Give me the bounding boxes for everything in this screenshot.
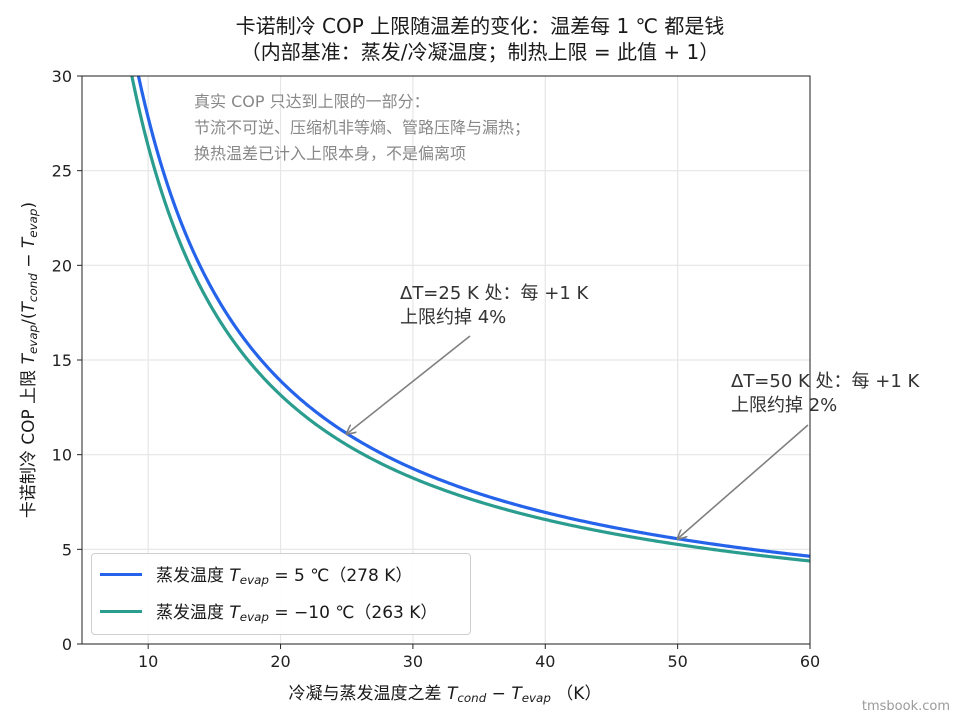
x-axis-label-text: 冷凝与蒸发温度之差 — [288, 684, 442, 704]
note-line-3: 换热温差已计入上限本身，不是偏离项 — [194, 144, 467, 163]
series-line-1 — [136, 76, 810, 558]
axis-ticks: 10 20 30 40 50 60 0 5 10 15 20 25 30 — [52, 67, 821, 671]
legend-swatch-1 — [100, 572, 142, 576]
x-tick-label: 30 — [403, 652, 423, 671]
legend-item-2: 蒸发温度 Tevap = −10 ℃（263 K） — [100, 598, 437, 624]
annotation-dt25-line2: 上限约掉 4% — [400, 307, 507, 329]
x-axis-unit: （K） — [556, 684, 602, 704]
chart-subtitle: （内部基准：蒸发/冷凝温度；制热上限 = 此值 + 1） — [240, 40, 720, 64]
x-tick-label: 40 — [535, 652, 555, 671]
y-axis-label: 卡诺制冷 COP 上限 Tevap/(Tcond − Tevap) — [19, 201, 40, 519]
x-tick-label: 60 — [800, 652, 820, 671]
legend-label-2-prefix: 蒸发温度 — [156, 603, 224, 624]
note-line-1: 真实 COP 只达到上限的一部分： — [194, 92, 430, 111]
series-group — [130, 76, 810, 563]
annotation-dt50-line1: ΔT=50 K 处：每 +1 K — [731, 371, 920, 392]
legend-label-1-prefix: 蒸发温度 — [156, 566, 224, 587]
annotation-dt25-line1: ΔT=25 K 处：每 +1 K — [400, 283, 589, 304]
chart-title: 卡诺制冷 COP 上限随温差的变化：温差每 1 ℃ 都是钱 — [235, 14, 725, 38]
y-tick-label: 5 — [62, 540, 72, 559]
annotation-dt50-line2: 上限约掉 2% — [731, 395, 838, 417]
x-axis-label: 冷凝与蒸发温度之差 Tcond − Tevap （K） — [288, 684, 602, 705]
legend-label-1: 蒸发温度 Tevap = 5 ℃（278 K） — [156, 566, 413, 587]
y-tick-label: 25 — [52, 162, 72, 181]
y-tick-label: 30 — [52, 67, 72, 86]
annotation-dt50: ΔT=50 K 处：每 +1 K 上限约掉 2% — [731, 370, 919, 419]
y-axis-label-text: 卡诺制冷 COP 上限 — [19, 369, 40, 519]
x-tick-label: 10 — [138, 652, 158, 671]
legend-item-1: 蒸发温度 Tevap = 5 ℃（278 K） — [100, 561, 412, 587]
y-tick-label: 20 — [52, 256, 72, 275]
legend-swatch-2 — [100, 609, 142, 613]
y-tick-label: 10 — [52, 446, 72, 465]
annotation-dt25: ΔT=25 K 处：每 +1 K 上限约掉 4% — [400, 282, 588, 331]
x-tick-label: 20 — [270, 652, 290, 671]
legend: 蒸发温度 Tevap = 5 ℃（278 K） 蒸发温度 Tevap = −10… — [91, 553, 471, 635]
y-tick-label: 0 — [62, 635, 72, 654]
legend-label-2-suffix: = −10 ℃（263 K） — [268, 603, 438, 624]
annotation-arrows — [347, 335, 809, 539]
annotation-arrow-2 — [678, 424, 809, 539]
legend-label-2: 蒸发温度 Tevap = −10 ℃（263 K） — [156, 603, 438, 624]
y-tick-label: 15 — [52, 351, 72, 370]
legend-label-1-suffix: = 5 ℃（278 K） — [268, 566, 413, 587]
note-line-2: 节流不可逆、压缩机非等熵、管路压降与漏热； — [194, 118, 531, 137]
x-tick-label: 50 — [667, 652, 687, 671]
watermark: tmsbook.com — [861, 699, 950, 714]
series-line-2 — [130, 76, 810, 563]
annotation-arrow-1 — [347, 335, 471, 434]
